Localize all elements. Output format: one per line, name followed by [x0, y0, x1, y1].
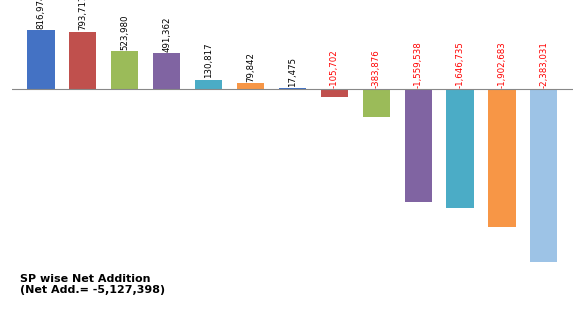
Bar [153, 53, 180, 89]
Bar [488, 89, 515, 227]
Bar [405, 89, 432, 202]
Text: -105,702: -105,702 [330, 49, 339, 88]
Bar [530, 89, 558, 261]
Text: 491,362: 491,362 [162, 17, 171, 52]
Bar [321, 89, 348, 97]
Bar [446, 89, 474, 208]
Text: 793,717: 793,717 [78, 0, 87, 30]
Bar [362, 89, 390, 117]
Bar [237, 83, 264, 89]
Text: -383,876: -383,876 [372, 49, 381, 88]
Text: 523,980: 523,980 [120, 15, 129, 50]
Text: 130,817: 130,817 [204, 43, 213, 78]
Text: SP wise Net Addition
(Net Add.= -5,127,398): SP wise Net Addition (Net Add.= -5,127,3… [20, 274, 165, 295]
Text: -2,383,031: -2,383,031 [540, 41, 548, 88]
Text: -1,559,538: -1,559,538 [413, 41, 423, 88]
Bar [111, 51, 138, 89]
Text: -1,646,735: -1,646,735 [456, 41, 464, 88]
Text: 79,842: 79,842 [246, 52, 255, 82]
Bar [27, 30, 54, 89]
Text: -1,902,683: -1,902,683 [497, 41, 507, 88]
Text: 17,475: 17,475 [288, 56, 297, 87]
Bar [278, 88, 306, 89]
Text: 816,974: 816,974 [36, 0, 45, 29]
Bar [195, 79, 222, 89]
Bar [69, 31, 97, 89]
